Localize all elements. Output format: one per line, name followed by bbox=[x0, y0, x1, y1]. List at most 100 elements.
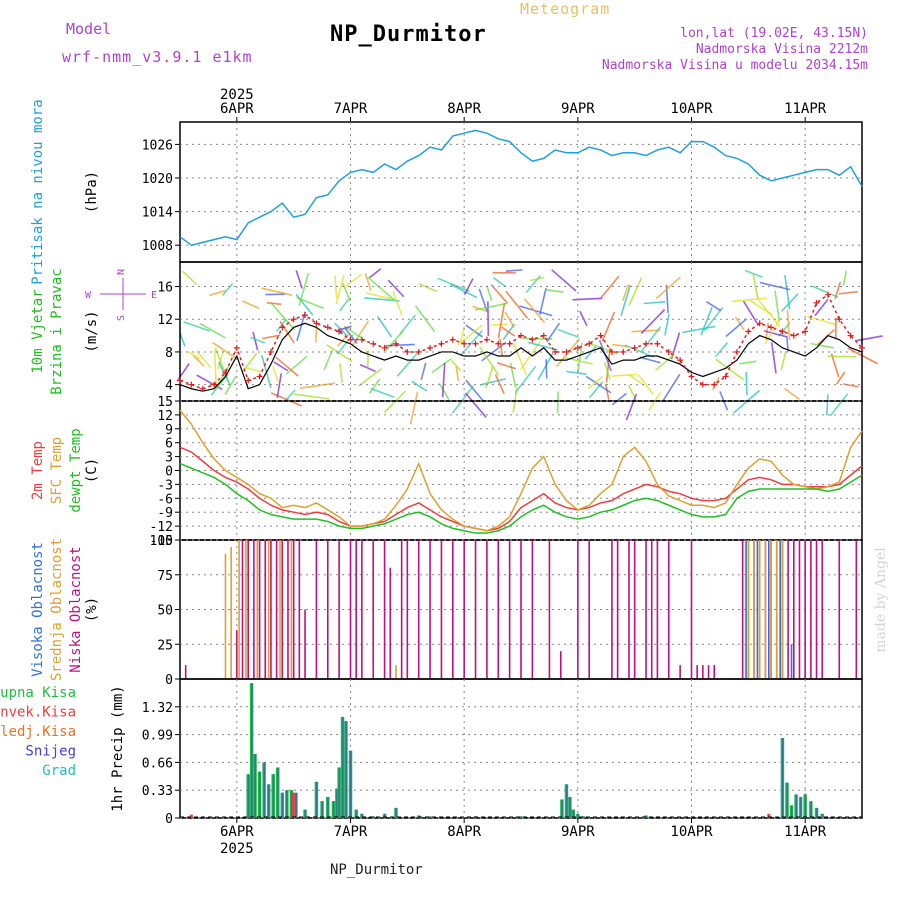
precip-bar-overlay bbox=[349, 750, 352, 818]
precip-bar-overlay bbox=[290, 790, 293, 818]
wind-arrow bbox=[745, 371, 748, 396]
precip-bar bbox=[767, 813, 771, 818]
wind-arrow bbox=[780, 350, 787, 371]
gust-marker bbox=[358, 336, 365, 343]
day-label-bottom: 6APR bbox=[220, 824, 254, 840]
wind-arrow bbox=[807, 315, 837, 326]
gust-marker bbox=[472, 340, 479, 347]
y-tick-label: -6 bbox=[157, 492, 173, 507]
y-tick-label: 0 bbox=[165, 465, 173, 480]
wind-arrow bbox=[706, 301, 722, 312]
gust-marker bbox=[449, 336, 456, 343]
wind-arrow bbox=[486, 285, 493, 302]
wind-arrow bbox=[295, 270, 303, 289]
wind-arrow bbox=[183, 320, 211, 332]
pressure-frame bbox=[179, 121, 863, 263]
wind-arrow bbox=[522, 337, 553, 340]
wind-arrow bbox=[496, 362, 517, 370]
y-tick-label: 0.66 bbox=[142, 756, 173, 771]
y-tick-label: -3 bbox=[157, 478, 173, 493]
wind-arrow bbox=[450, 283, 478, 299]
precip-bar-overlay bbox=[341, 716, 344, 818]
precip-bar-overlay bbox=[332, 801, 335, 818]
precip-bar-overlay bbox=[247, 774, 250, 818]
wind-arrow bbox=[612, 343, 629, 348]
temperature-label: SFC Temp bbox=[49, 437, 65, 504]
gust-marker bbox=[608, 348, 615, 355]
wind-arrow bbox=[764, 317, 782, 345]
wind-arrow bbox=[472, 305, 488, 313]
wind-arrow bbox=[703, 306, 724, 332]
gust-marker bbox=[483, 336, 490, 343]
precip-legend-entry: Zaledj.Kisa bbox=[0, 724, 76, 740]
day-label-bottom: 9APR bbox=[561, 824, 595, 840]
wind-arrow bbox=[285, 355, 308, 375]
precip-bar-overlay bbox=[429, 816, 432, 818]
precip-bar-overlay bbox=[795, 794, 798, 818]
wind-arrow bbox=[179, 332, 186, 347]
day-label-top: 8APR bbox=[447, 101, 481, 117]
y-tick-label: 15 bbox=[157, 395, 173, 410]
wind-arrow bbox=[512, 342, 528, 376]
wind-arrow bbox=[241, 300, 260, 310]
meteogram-subtitle: Meteogram bbox=[520, 0, 611, 18]
wind-arrow bbox=[437, 277, 470, 292]
y-tick-label: 4 bbox=[165, 379, 173, 394]
precip-bar-overlay bbox=[395, 807, 397, 818]
pressure-panel: 1008 1014 1020 1026 Pritisak na nivou mora (h… bbox=[30, 99, 863, 285]
day-label-top: 9APR bbox=[561, 101, 595, 117]
gust-marker bbox=[768, 324, 775, 331]
cloud-label: Visoka Oblacnost bbox=[30, 542, 46, 677]
wind-arrow bbox=[715, 358, 744, 381]
precip-bar-overlay bbox=[355, 809, 358, 818]
wind-arrow bbox=[335, 274, 345, 305]
wind-arrow bbox=[459, 326, 466, 344]
wind-arrow bbox=[639, 356, 661, 364]
wind-arrow-field bbox=[176, 268, 883, 425]
y-tick-label: 0.33 bbox=[142, 784, 173, 799]
y-tick-label: 1.32 bbox=[142, 701, 173, 716]
gust-marker bbox=[779, 328, 786, 335]
wind-arrow bbox=[585, 375, 612, 394]
gust-marker bbox=[802, 328, 809, 335]
wind-arrow bbox=[455, 366, 460, 381]
precip-legend-entry: Ukupna Kisa bbox=[0, 685, 76, 701]
wind-arrow bbox=[604, 383, 610, 400]
wind-arrow bbox=[499, 338, 503, 357]
wind-arrow bbox=[370, 387, 395, 398]
wind-arrow bbox=[739, 360, 757, 365]
precip-bar-overlay bbox=[372, 816, 375, 818]
wind-arrow bbox=[441, 362, 446, 398]
wind-arrow bbox=[276, 373, 283, 398]
wind-arrow bbox=[637, 374, 654, 395]
compass-e: E bbox=[151, 290, 157, 301]
wind-arrow bbox=[601, 311, 616, 342]
wind-arrow bbox=[752, 274, 759, 300]
precip-bar bbox=[292, 792, 296, 818]
wind-arrow bbox=[224, 375, 237, 396]
gust-marker bbox=[711, 381, 718, 388]
temperature-label: 2m Temp bbox=[30, 441, 46, 500]
precip-bar-overlay bbox=[345, 721, 347, 818]
wind-arrow bbox=[562, 356, 593, 365]
precip-bar-overlay bbox=[258, 771, 261, 818]
gust-marker bbox=[177, 377, 183, 384]
wind-arrow bbox=[451, 385, 474, 414]
wind-arrow bbox=[700, 306, 713, 336]
cloud-label: Niska Oblacnost bbox=[68, 546, 84, 672]
gust-marker bbox=[859, 344, 865, 351]
wind-arrow bbox=[296, 311, 307, 341]
gust-marker bbox=[790, 332, 797, 339]
y-tick-label: -15 bbox=[150, 534, 173, 549]
wind-arrow bbox=[546, 289, 564, 293]
y-tick-label: 75 bbox=[157, 569, 173, 584]
wind-arrow bbox=[749, 299, 773, 316]
wind-arrow bbox=[631, 329, 661, 333]
gust-marker bbox=[677, 357, 684, 364]
wind-arrow bbox=[834, 281, 842, 300]
wind-arrow bbox=[611, 373, 638, 377]
gust-marker bbox=[256, 373, 263, 380]
gust-marker bbox=[574, 344, 581, 351]
gust-marker bbox=[404, 348, 411, 355]
